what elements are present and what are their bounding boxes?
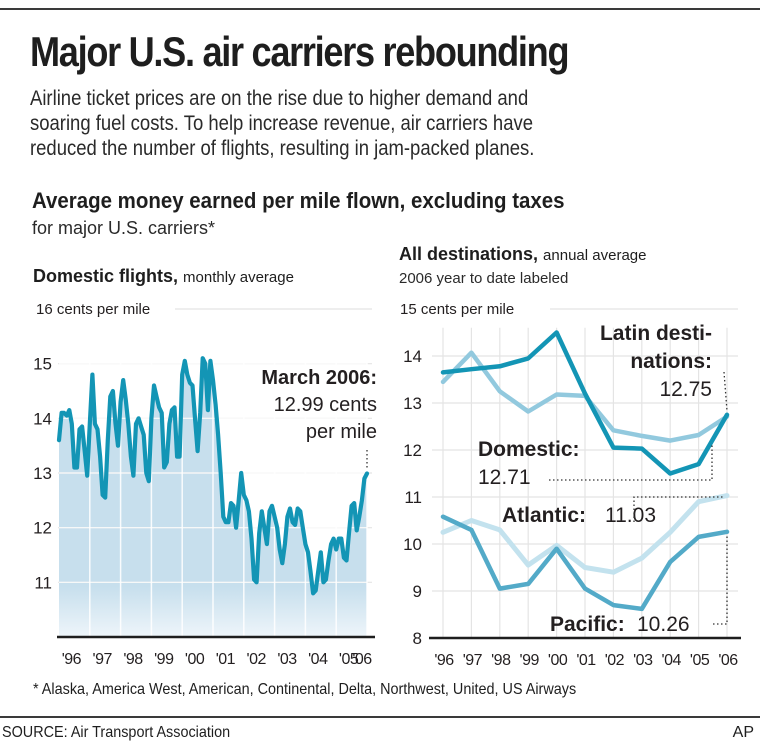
domestic-panel-title: Domestic flights, monthly average <box>33 266 294 287</box>
unit-label-bg <box>33 300 175 316</box>
destinations-panel-title: All destinations, annual average <box>399 244 646 265</box>
annotation-value: 12.99 cents <box>274 394 377 416</box>
x-tick-label: '04 <box>662 652 682 669</box>
y-tick-label: 14 <box>403 347 422 366</box>
x-tick-label: '00 <box>185 651 205 668</box>
atlantic-leader <box>633 496 723 522</box>
x-tick-label: '97 <box>463 652 483 669</box>
x-tick-label: '96 <box>62 651 82 668</box>
x-tick-label: '04 <box>308 651 328 668</box>
y-tick-label: 13 <box>33 464 52 483</box>
y-axis-unit-label: 16 cents per mile <box>36 301 150 318</box>
intro-line: reduced the number of flights, resulting… <box>30 137 535 160</box>
chart-subnote: for major U.S. carriers* <box>32 218 216 238</box>
domestic-panel-title-bold: Domestic flights, <box>33 266 179 286</box>
intro-line: Airline ticket prices are on the rise du… <box>30 87 529 110</box>
x-tick-label: '03 <box>633 652 653 669</box>
y-tick-label: 14 <box>33 409 52 428</box>
graphic-title: Major U.S. air carriers rebounding <box>30 28 570 75</box>
destinations-annual-chart: 15 cents per mile 14 13 12 11 10 9 8 '96 '97 '98 '9… <box>400 301 741 669</box>
x-tick-label: '99 <box>520 652 540 669</box>
atlantic-value: 11.03 <box>605 504 656 527</box>
y-tick-label: 11 <box>404 488 422 507</box>
x-tick-label: '01 <box>576 652 596 669</box>
agency-credit: AP <box>732 724 754 741</box>
annotation-unit: per mile <box>306 421 377 443</box>
domestic-monthly-line <box>56 356 370 596</box>
atlantic-line <box>440 493 730 575</box>
y-tick-label: 13 <box>403 394 422 413</box>
pacific-value: 10.26 <box>637 613 690 636</box>
x-tick-label: '01 <box>216 651 236 668</box>
latin-label: Latin desti- <box>600 322 712 345</box>
y-tick-label: 8 <box>413 629 422 648</box>
x-tick-label: '98 <box>491 652 511 669</box>
atlantic-label: Atlantic: <box>502 504 586 527</box>
x-tick-label: '05 <box>339 651 359 668</box>
x-tick-label: '06 <box>718 652 738 669</box>
intro-line: soaring fuel costs. To help increase rev… <box>30 112 533 135</box>
latin-leader <box>723 371 728 411</box>
chart-subtitle: Average money earned per mile flown, exc… <box>32 188 565 213</box>
x-tick-label: '05 <box>690 652 710 669</box>
source-credit: SOURCE: Air Transport Association <box>2 724 231 741</box>
y-tick-label: 9 <box>413 582 422 601</box>
destinations-panel-title-bold: All destinations, <box>399 244 539 264</box>
latin-value: 12.75 <box>659 378 712 401</box>
annotation-title: March 2006: <box>261 367 377 389</box>
pacific-label: Pacific: <box>550 613 625 636</box>
domestic-monthly-chart: 16 cents per mile151413121116 cents per … <box>33 300 377 668</box>
destinations-panel-title-suffix: annual average <box>543 247 647 264</box>
y-tick-label: 12 <box>403 441 422 460</box>
destinations-panel-subtitle: 2006 year to date labeled <box>399 270 569 287</box>
y-tick-label: 12 <box>33 519 52 538</box>
latin-destinations-line <box>440 330 730 476</box>
x-tick-label: '99 <box>154 651 174 668</box>
bottom-rule <box>0 716 760 718</box>
x-tick-label: '06 <box>352 651 372 668</box>
x-tick-label: '00 <box>548 652 568 669</box>
y-axis-unit-label: 15 cents per mile <box>400 301 514 318</box>
pacific-leader <box>713 535 728 625</box>
domestic-panel-title-suffix: monthly average <box>183 269 294 286</box>
intro-text: Airline ticket prices are on the rise du… <box>30 86 734 161</box>
latin-label: nations: <box>630 350 712 373</box>
domestic-label: Domestic: <box>478 438 580 461</box>
x-tick-label: '98 <box>123 651 143 668</box>
top-rule <box>0 8 760 10</box>
x-tick-label: '03 <box>277 651 297 668</box>
domestic-value: 12.71 <box>478 466 531 489</box>
x-tick-label: '96 <box>434 652 454 669</box>
x-tick-label: '97 <box>93 651 113 668</box>
pacific-line <box>440 514 730 612</box>
y-tick-label: 15 <box>33 355 52 374</box>
x-tick-label: '02 <box>247 651 267 668</box>
x-tick-label: '02 <box>605 652 625 669</box>
carriers-footnote: * Alaska, America West, American, Contin… <box>33 681 577 698</box>
y-tick-label: 11 <box>34 573 52 592</box>
y-tick-label: 10 <box>403 535 422 554</box>
